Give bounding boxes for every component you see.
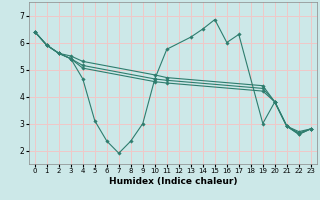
X-axis label: Humidex (Indice chaleur): Humidex (Indice chaleur) [108, 177, 237, 186]
